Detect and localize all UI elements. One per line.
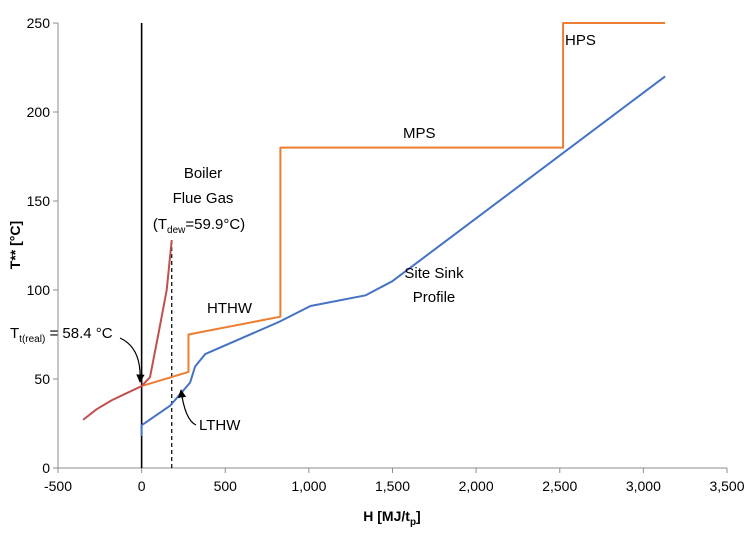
label-lthw: LTHW (199, 417, 241, 434)
label-site-sink: Site Sink (404, 265, 464, 282)
x-ticks: -500 0 500 1,000 1,500 2,000 2,500 3,000 3,500 (44, 468, 745, 494)
label-hps: HPS (565, 32, 596, 49)
reference-lines (140, 23, 173, 468)
x-tick-label: 1,000 (291, 478, 326, 494)
label-treal-subscript: t(real) (19, 334, 45, 345)
x-axis-title: H [MJ/tp] (363, 508, 420, 528)
label-treal-pre: T (10, 325, 19, 342)
x-tick-label: 1,500 (375, 478, 410, 494)
label-treal: Tt(real) = 58.4 °C (10, 325, 113, 345)
label-flue-gas: Flue Gas (173, 190, 234, 207)
y-tick-label: 150 (27, 193, 51, 209)
y-tick-label: 0 (42, 460, 50, 476)
label-profile: Profile (413, 289, 456, 306)
treal-arrow (119, 337, 145, 383)
x-tick-label: 0 (138, 478, 146, 494)
x-tick-label: 2,000 (459, 478, 494, 494)
series-layer (82, 22, 666, 436)
x-tick-label: 500 (214, 478, 238, 494)
utility-profile-line (141, 22, 666, 388)
x-tick-label: 3,500 (709, 478, 744, 494)
label-boiler: Boiler (184, 165, 222, 182)
x-axis-title-main: H [MJ/t (363, 508, 410, 524)
boiler-flue-gas-line (82, 240, 173, 421)
label-tdew-subscript: dew (167, 225, 186, 236)
y-axis-title: T** [°C] (7, 221, 23, 269)
y-tick-label: 50 (34, 371, 50, 387)
y-tick-label: 200 (27, 104, 51, 120)
label-tdew: (Tdew=59.9°C) (153, 216, 245, 236)
label-mps: MPS (403, 125, 436, 142)
x-axis-title-subscript: p (410, 517, 416, 528)
x-tick-label: 3,000 (626, 478, 661, 494)
x-axis-title-end: ] (416, 508, 421, 524)
site-sink-profile-line (140, 75, 666, 436)
lthw-arrow (177, 389, 197, 426)
x-tick-label: 2,500 (542, 478, 577, 494)
y-ticks: 0 50 100 150 200 250 (27, 15, 58, 476)
y-tick-label: 250 (27, 15, 51, 31)
label-treal-post: = 58.4 °C (45, 325, 112, 342)
label-tdew-post: =59.9°C) (185, 216, 245, 233)
x-tick-label: -500 (44, 478, 72, 494)
label-hthw: HTHW (207, 300, 253, 317)
label-tdew-pre: (T (153, 216, 167, 233)
y-tick-label: 100 (27, 282, 51, 298)
